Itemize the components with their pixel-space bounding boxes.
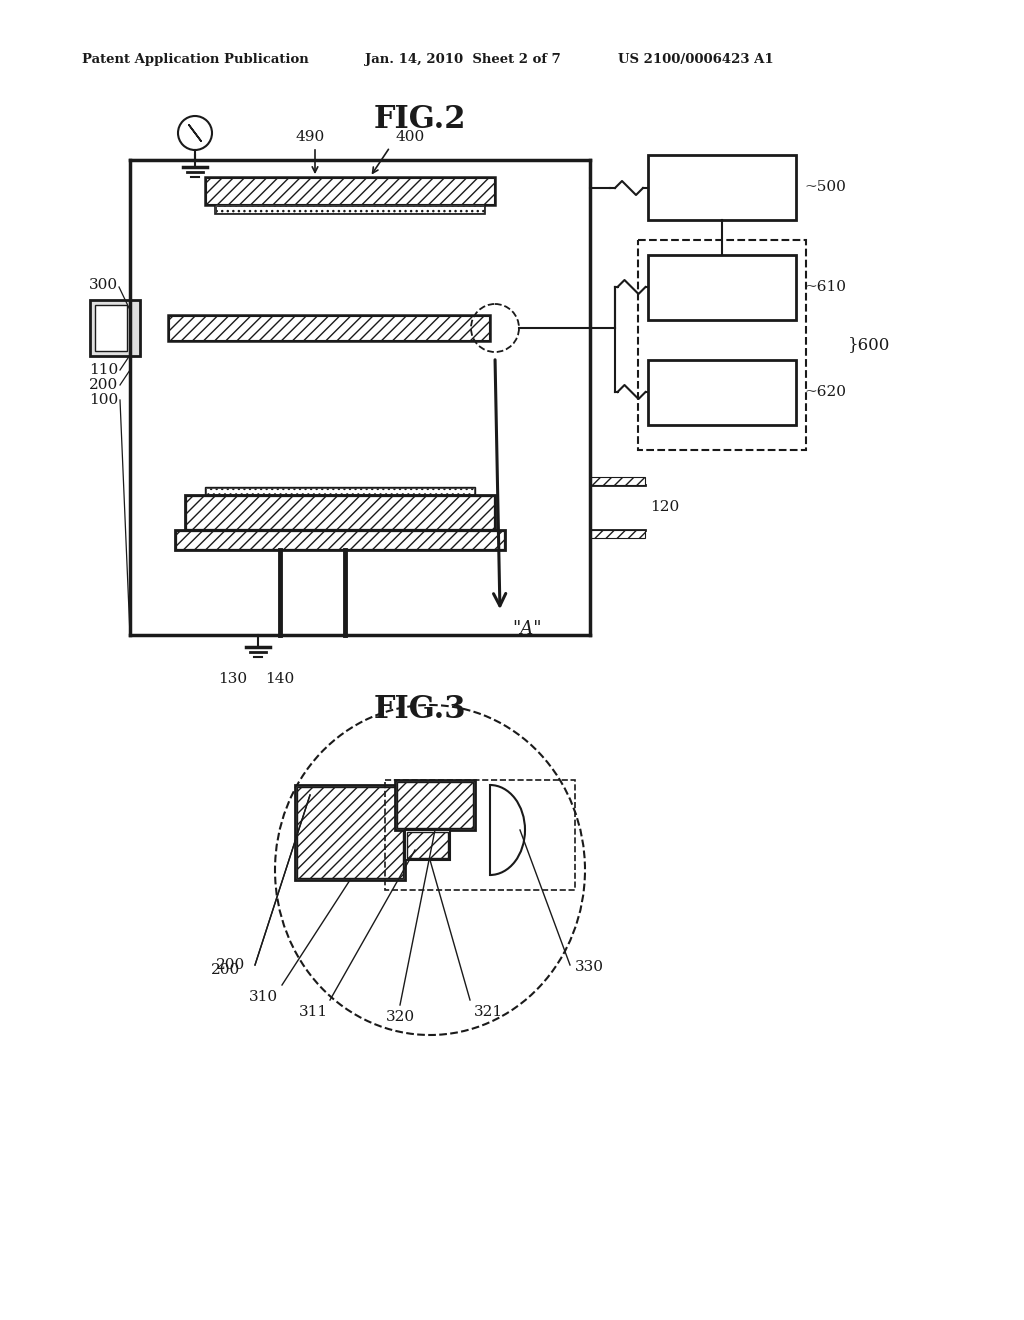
Bar — [205, 177, 495, 205]
Text: US 2100/0006423 A1: US 2100/0006423 A1 — [618, 54, 773, 66]
Bar — [297, 787, 403, 878]
Text: Jan. 14, 2010  Sheet 2 of 7: Jan. 14, 2010 Sheet 2 of 7 — [365, 54, 561, 66]
Bar — [395, 780, 475, 830]
Bar — [648, 154, 796, 220]
Text: 130: 130 — [218, 672, 247, 686]
Bar — [590, 531, 645, 539]
Bar — [406, 814, 440, 850]
Bar — [206, 178, 494, 205]
Text: FIG.3: FIG.3 — [374, 694, 466, 726]
Text: 321: 321 — [474, 1005, 503, 1019]
Bar — [397, 781, 473, 828]
Text: 400: 400 — [395, 129, 425, 144]
Text: 140: 140 — [265, 672, 294, 686]
Text: 300: 300 — [89, 279, 118, 292]
Bar — [215, 205, 485, 214]
Text: "A": "A" — [512, 620, 542, 638]
Bar — [185, 495, 495, 531]
Bar — [648, 360, 796, 425]
Text: 490: 490 — [295, 129, 325, 144]
Text: FIG.2: FIG.2 — [374, 104, 466, 136]
Bar — [175, 531, 505, 550]
Bar — [648, 255, 796, 319]
Text: 320: 320 — [385, 1010, 415, 1024]
Text: ~500: ~500 — [804, 180, 846, 194]
Text: 200: 200 — [211, 964, 240, 977]
Text: }600: }600 — [848, 337, 891, 354]
Text: 200: 200 — [216, 958, 245, 972]
Bar — [205, 487, 475, 495]
Bar — [206, 488, 474, 494]
Bar — [385, 780, 575, 890]
Bar — [176, 531, 504, 549]
Bar — [590, 477, 645, 484]
Bar — [169, 315, 489, 341]
Text: ~610: ~610 — [804, 280, 846, 294]
Bar — [95, 305, 127, 351]
Bar — [295, 785, 406, 880]
Bar — [168, 315, 490, 341]
Bar — [638, 240, 806, 450]
Text: ~620: ~620 — [804, 385, 846, 399]
Bar — [216, 206, 484, 213]
Text: 110: 110 — [89, 363, 118, 378]
Text: 310: 310 — [249, 990, 278, 1005]
Text: 120: 120 — [650, 500, 679, 513]
Bar — [90, 300, 140, 356]
Text: Patent Application Publication: Patent Application Publication — [82, 54, 309, 66]
Text: 100: 100 — [89, 393, 118, 407]
Bar — [186, 496, 494, 529]
Text: 200: 200 — [89, 378, 118, 392]
Bar — [406, 830, 450, 861]
Bar — [407, 817, 438, 847]
Text: 330: 330 — [575, 960, 604, 974]
Bar — [407, 832, 449, 858]
Text: 311: 311 — [299, 1005, 328, 1019]
